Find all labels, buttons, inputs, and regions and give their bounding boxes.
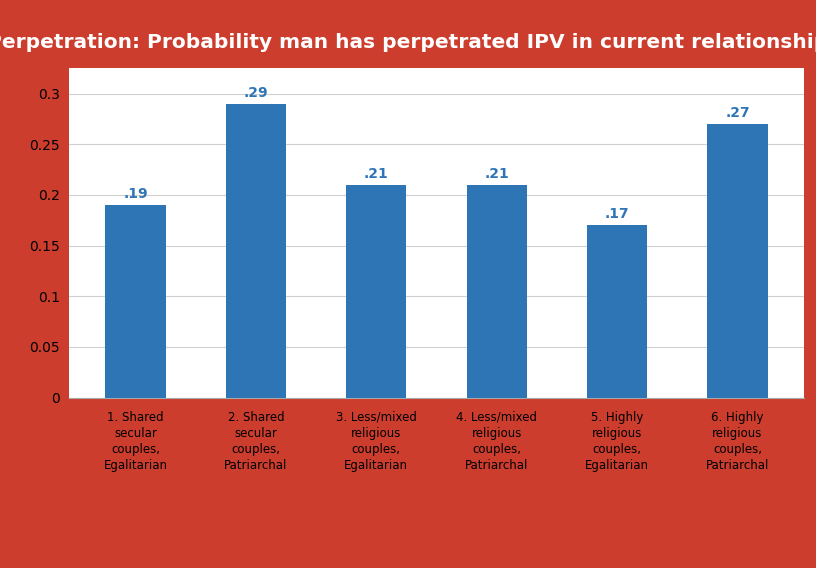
Text: .21: .21 xyxy=(485,166,509,181)
Text: .29: .29 xyxy=(244,86,268,99)
Text: .17: .17 xyxy=(605,207,629,221)
Text: .21: .21 xyxy=(364,166,388,181)
Bar xyxy=(346,185,406,398)
Text: .19: .19 xyxy=(123,187,148,201)
Bar xyxy=(707,124,768,398)
Bar xyxy=(467,185,527,398)
Bar xyxy=(226,103,286,398)
Text: .27: .27 xyxy=(725,106,750,120)
Bar xyxy=(587,225,647,398)
Bar xyxy=(105,205,166,398)
Text: Perpetration: Probability man has perpetrated IPV in current relationship: Perpetration: Probability man has perpet… xyxy=(0,33,816,52)
